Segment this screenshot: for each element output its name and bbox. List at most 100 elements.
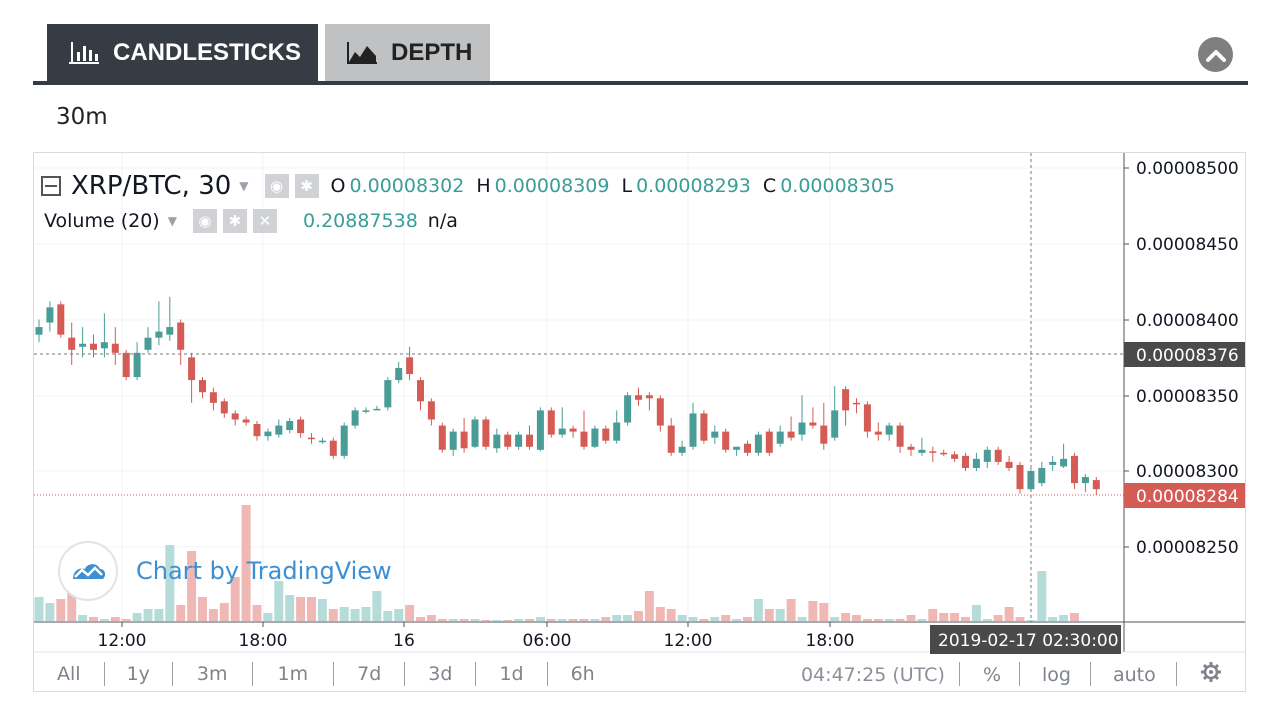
utc-clock[interactable]: 04:47:25 (UTC) <box>801 664 945 686</box>
range-3m[interactable]: 3m <box>196 663 228 685</box>
volume-bar <box>775 609 785 621</box>
candle-body <box>951 454 959 459</box>
volume-title[interactable]: Volume (20) <box>44 210 160 232</box>
tab-underline <box>33 81 1248 85</box>
candle-body <box>809 422 817 426</box>
volume-bar <box>688 617 698 621</box>
eye-icon[interactable]: ◉ <box>192 209 217 233</box>
volume-bar <box>187 551 197 621</box>
volume-bar <box>394 609 404 621</box>
tradingview-logo-icon <box>58 541 118 601</box>
range-6h[interactable]: 6h <box>570 663 595 685</box>
last-price-label: 0.00008284 <box>1136 487 1239 507</box>
volume-bar <box>416 617 425 621</box>
interval-selector[interactable]: 30m <box>56 104 108 130</box>
crosshair-time-label: 2019-02-17 02:30:00 <box>938 631 1119 651</box>
volume-bar <box>786 599 796 621</box>
candle-body <box>754 434 762 453</box>
eye-icon[interactable]: ◉ <box>264 174 289 198</box>
volume-bar <box>841 613 851 621</box>
close-icon[interactable]: ✕ <box>252 209 277 233</box>
log-toggle[interactable]: log <box>1042 664 1071 686</box>
volume-bar <box>710 617 720 621</box>
watermark-text[interactable]: Chart by TradingView <box>136 557 392 585</box>
volume-bar <box>852 615 861 621</box>
low-value: 0.00008293 <box>636 175 751 197</box>
volume-bar <box>176 605 186 621</box>
volume-bar <box>481 620 491 621</box>
candle-body <box>831 410 839 438</box>
candle-body <box>613 422 621 441</box>
range-1m[interactable]: 1m <box>277 663 309 685</box>
tab-depth[interactable]: DEPTH <box>325 24 490 81</box>
candle-body <box>1038 467 1046 484</box>
candle-body <box>700 413 708 441</box>
tab-depth-label: DEPTH <box>391 38 473 66</box>
range-all[interactable]: All <box>57 663 81 685</box>
chart-frame <box>33 152 1246 692</box>
settings-button[interactable] <box>1200 661 1222 688</box>
area-chart-icon <box>347 41 377 64</box>
candle-body <box>569 428 577 432</box>
candle-body <box>602 428 610 441</box>
auto-toggle[interactable]: auto <box>1113 664 1156 686</box>
crosshair-price-label: 0.00008376 <box>1136 346 1239 366</box>
volume-bar <box>819 603 829 621</box>
chevron-down-icon[interactable]: ▼ <box>239 179 249 193</box>
collapse-button[interactable] <box>1198 37 1233 72</box>
candle-body <box>166 327 174 335</box>
candle-body <box>591 428 599 447</box>
candle-body <box>231 413 239 420</box>
volume-bar <box>906 615 916 621</box>
candle-body <box>427 401 435 420</box>
volume-bar <box>601 617 611 621</box>
candle-body <box>482 419 490 447</box>
candle-body <box>122 352 130 378</box>
volume-bar <box>732 619 742 621</box>
range-7d[interactable]: 7d <box>357 663 382 685</box>
candle-body <box>787 431 795 438</box>
candle-body <box>558 428 566 435</box>
candle-body <box>863 404 871 432</box>
volume-bar <box>132 613 142 621</box>
chevron-down-icon[interactable]: ▼ <box>167 214 177 228</box>
percent-toggle[interactable]: % <box>983 664 1002 686</box>
candle-body <box>656 398 664 426</box>
candle-body <box>100 342 108 349</box>
collapse-legend-icon[interactable] <box>41 176 61 196</box>
candle-body <box>1049 461 1057 465</box>
volume-bar <box>721 615 731 621</box>
volume-bar <box>208 609 218 621</box>
gear-icon[interactable]: ✱ <box>294 174 319 198</box>
symbol-title[interactable]: XRP/BTC, 30 <box>71 171 232 201</box>
volume-bar <box>45 603 55 621</box>
candle-body <box>896 425 904 447</box>
tradingview-watermark[interactable]: Chart by TradingView <box>58 541 392 601</box>
range-1d[interactable]: 1d <box>499 663 524 685</box>
volume-bar <box>350 609 360 621</box>
candle-body <box>46 307 54 323</box>
grid <box>34 153 1124 622</box>
volume-bar <box>1004 607 1014 621</box>
candle-body <box>1027 471 1035 490</box>
range-3d[interactable]: 3d <box>428 663 453 685</box>
volume-bar <box>862 619 872 621</box>
volume-bar <box>950 613 960 621</box>
time-tick-label: 06:00 <box>523 631 572 651</box>
candle-body <box>264 431 272 437</box>
candle-body <box>242 419 250 423</box>
volume-bar <box>623 615 633 621</box>
volume-bar <box>437 619 447 621</box>
candle-body <box>929 451 937 453</box>
candle-body <box>297 419 305 434</box>
candle-body <box>395 367 403 381</box>
volume-bar <box>1059 615 1069 621</box>
candle-body <box>460 431 468 449</box>
price-tick-label: 0.00008400 <box>1136 311 1239 331</box>
volume-bar <box>503 620 513 621</box>
range-1y[interactable]: 1y <box>126 663 150 685</box>
tab-candlesticks[interactable]: CANDLESTICKS <box>47 24 318 81</box>
candle-body <box>449 431 457 450</box>
gear-icon[interactable]: ✱ <box>222 209 247 233</box>
